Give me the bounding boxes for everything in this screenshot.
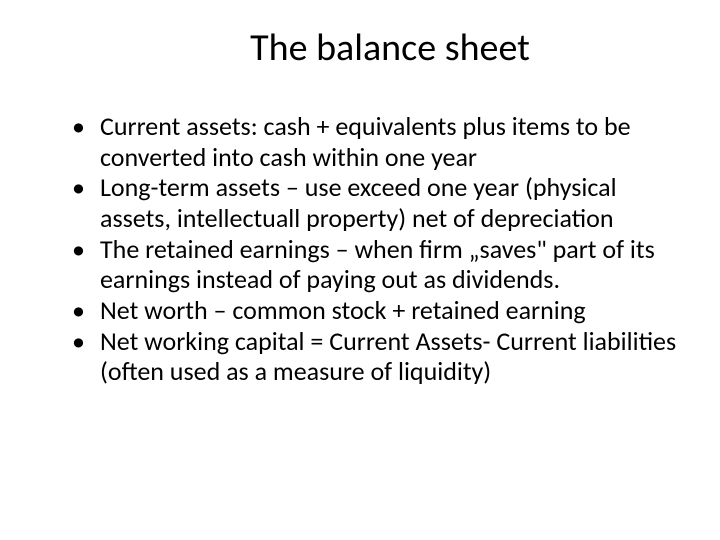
list-item: The retained earnings – when firm „saves… xyxy=(70,234,680,295)
list-item: Current assets: cash + equivalents plus … xyxy=(70,111,680,172)
bullet-list: Current assets: cash + equivalents plus … xyxy=(40,111,680,387)
list-item: Long-term assets – use exceed one year (… xyxy=(70,172,680,233)
list-item: Net working capital = Current Assets- Cu… xyxy=(70,326,680,387)
slide-title: The balance sheet xyxy=(40,25,680,71)
list-item: Net worth – common stock + retained earn… xyxy=(70,295,680,326)
slide-container: The balance sheet Current assets: cash +… xyxy=(0,0,720,540)
